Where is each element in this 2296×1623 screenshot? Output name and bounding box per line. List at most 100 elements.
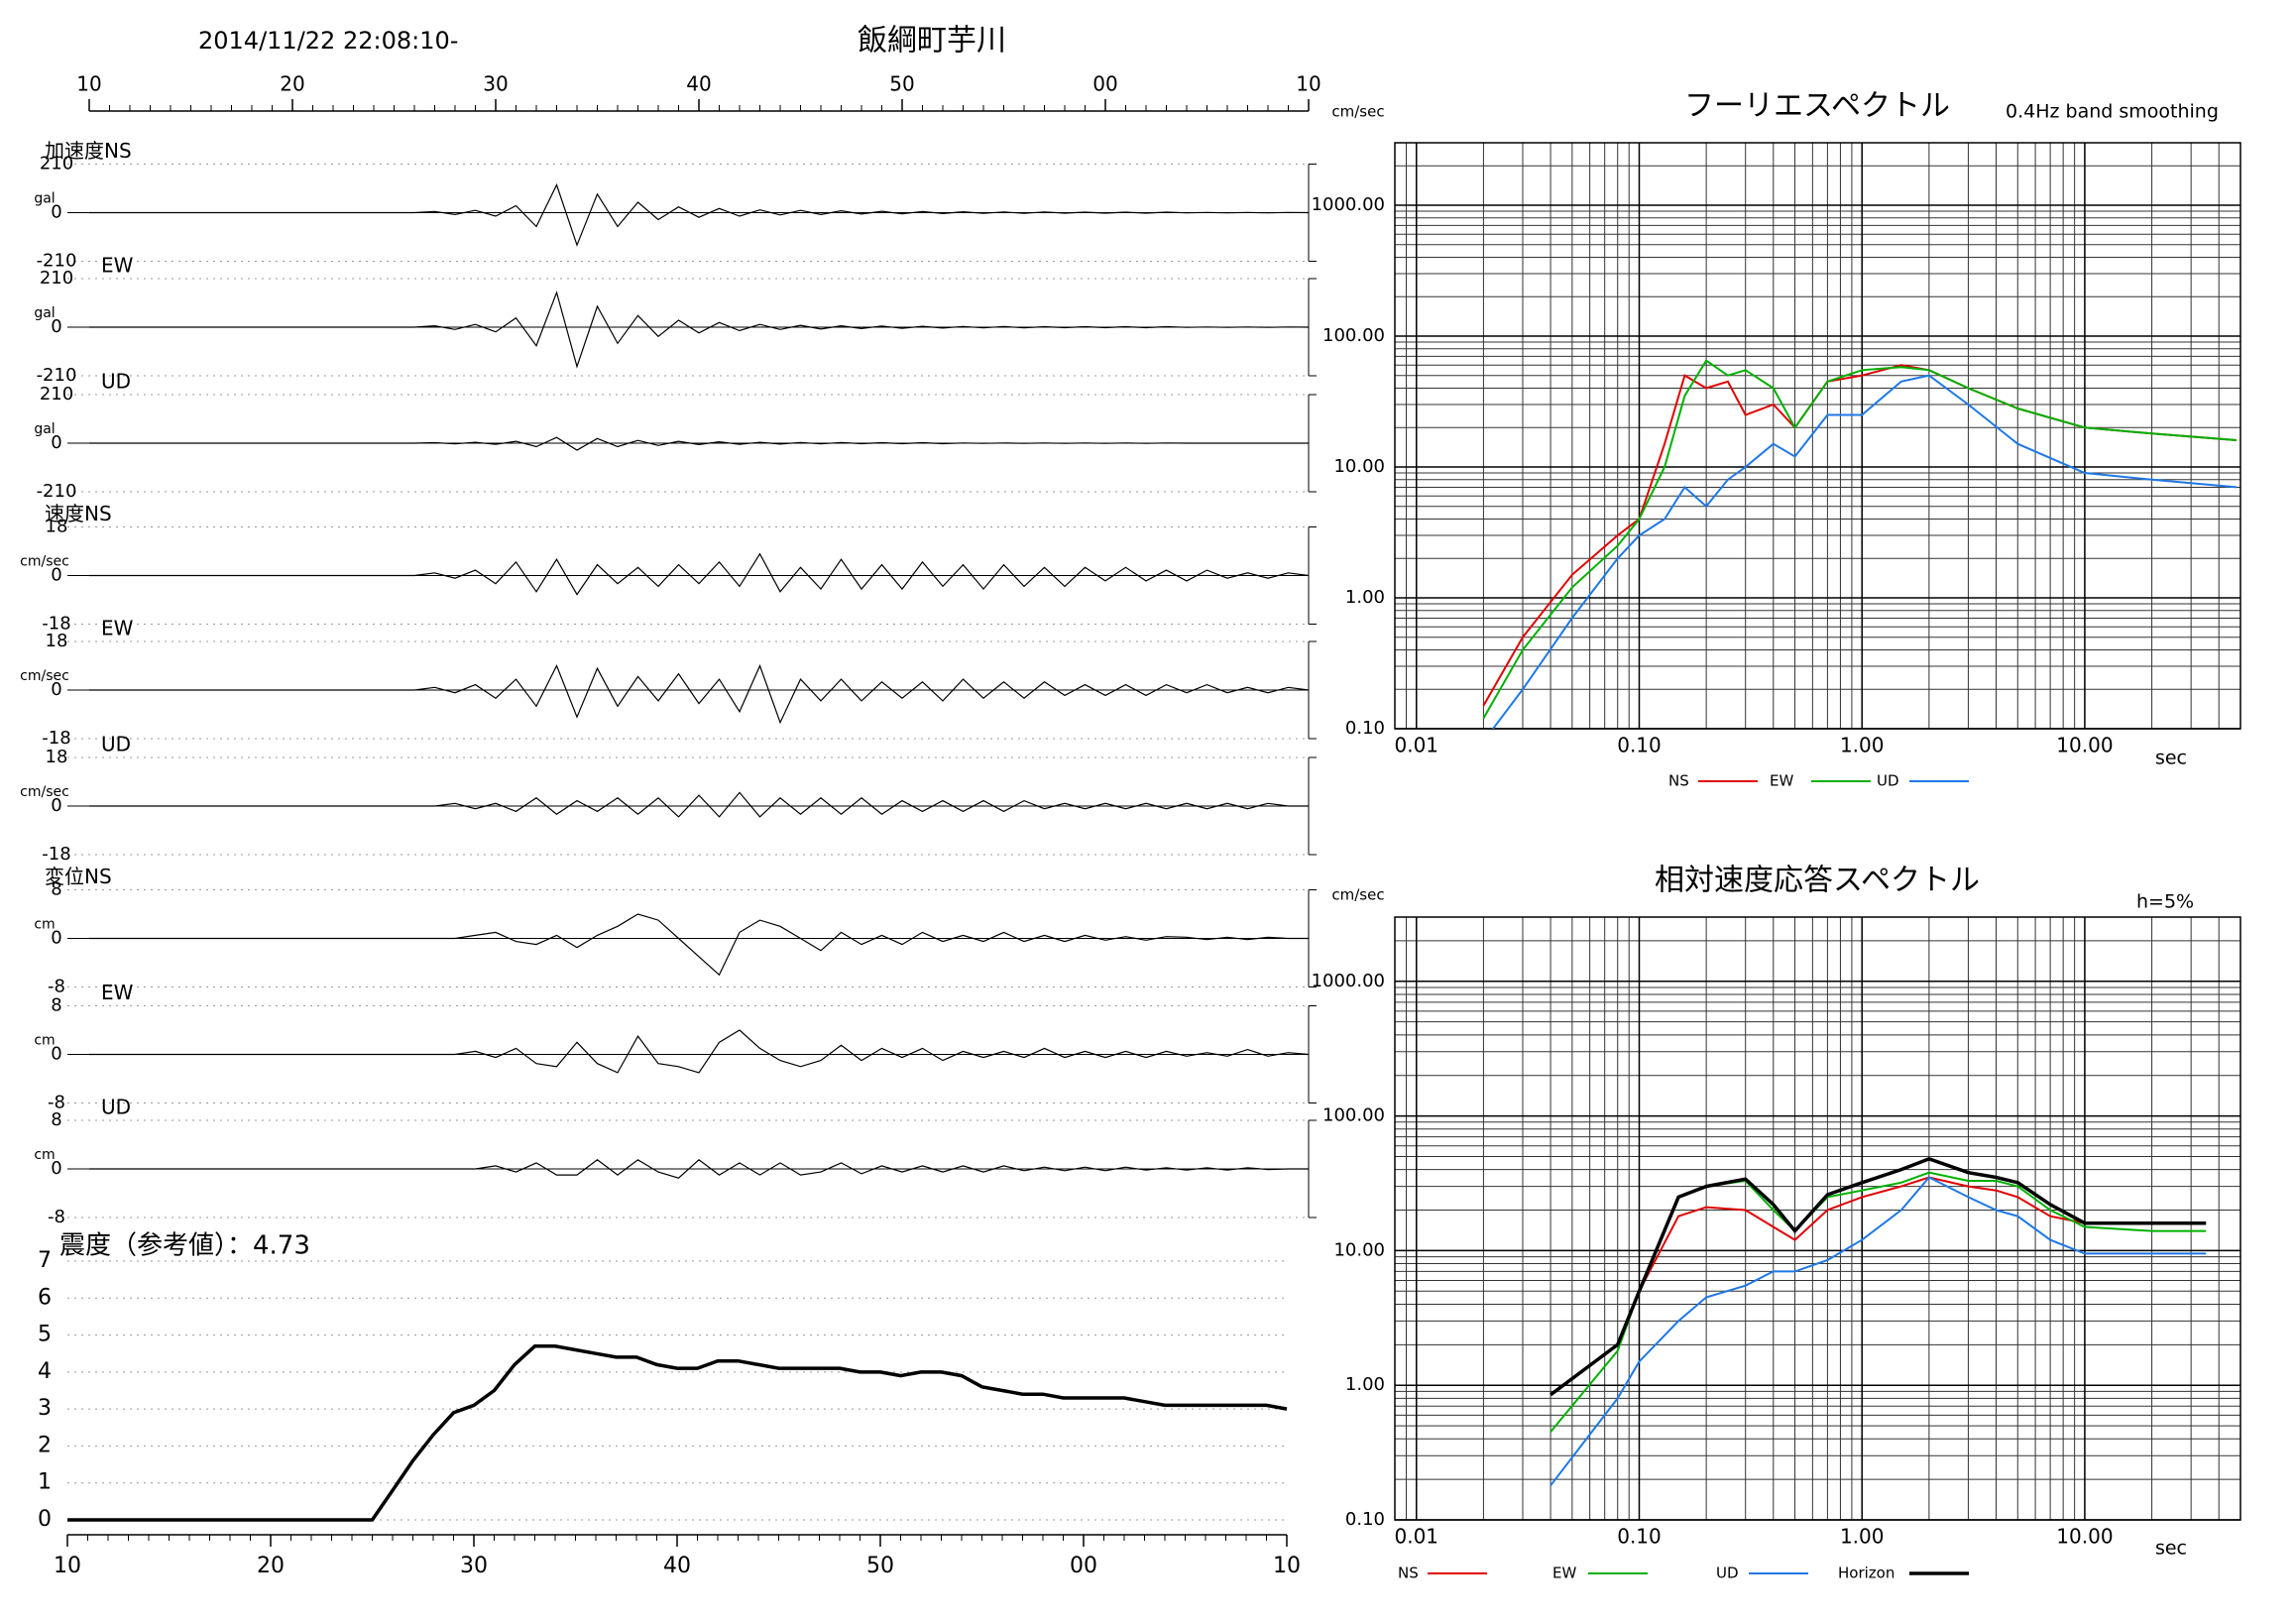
waveform — [89, 552, 1310, 596]
y-tick-label: -18 — [42, 844, 70, 865]
y-tick-label: -210 — [37, 251, 77, 272]
y-tick-label: 210 — [40, 154, 73, 174]
y-tick-label: -8 — [48, 1207, 65, 1227]
data-line — [67, 1344, 1288, 1522]
y-tick-label: 8 — [51, 1109, 61, 1130]
chart-title: 相対速度応答スペクトル — [1655, 864, 1980, 898]
y-tick-label: 10.00 — [1333, 1239, 1385, 1260]
panel-title: 変位NS — [45, 865, 112, 888]
y-tick-label: 0 — [51, 1044, 61, 1065]
y-tick-label: 1.00 — [1345, 587, 1385, 608]
y-tick-label: 210 — [40, 384, 73, 405]
unit-label: cm/sec — [20, 668, 69, 684]
y-tick-label: 8 — [51, 995, 61, 1016]
panel-title: 加速度NS — [45, 139, 132, 163]
y-tick-label: 210 — [40, 268, 73, 289]
unit-label: cm — [34, 1033, 55, 1049]
y-tick-label: 18 — [46, 631, 68, 651]
plot-frame — [1394, 142, 2241, 730]
unit-label: cm — [34, 1147, 55, 1163]
x-tick-label: 10 — [54, 1554, 81, 1578]
y-tick-label: 4 — [38, 1359, 52, 1384]
unit-label: gal — [34, 305, 55, 321]
chart-title: 震度（参考値）：4.73 — [59, 1231, 310, 1261]
chart-subtitle: h=5% — [2136, 891, 2194, 913]
y-tick-label: -210 — [37, 481, 77, 502]
y-tick-label: -18 — [42, 728, 70, 749]
waveform — [89, 1029, 1310, 1074]
y-tick-label: 0.10 — [1345, 1509, 1385, 1530]
x-tick-label: 1.00 — [1840, 734, 1885, 757]
y-tick-label: 1.00 — [1345, 1374, 1385, 1395]
y-tick-label: 0 — [51, 565, 61, 586]
x-tick-label: 00 — [1092, 72, 1117, 96]
plot-frame — [1394, 916, 2241, 1521]
data-line — [1482, 359, 2238, 719]
panel-title: EW — [101, 981, 134, 1004]
y-tick-label: 8 — [51, 879, 61, 900]
x-axis-label: sec — [2155, 1538, 2187, 1560]
legend-label: Horizon — [1838, 1565, 1894, 1582]
y-tick-label: 0 — [38, 1507, 52, 1532]
y-tick-label: -8 — [48, 1093, 65, 1113]
y-tick-label: 18 — [46, 517, 68, 537]
legend-label: EW — [1770, 772, 1793, 790]
y-tick-label: 100.00 — [1322, 325, 1385, 346]
y-tick-label: 2 — [38, 1433, 52, 1457]
panel-title: EW — [101, 254, 134, 278]
unit-label: cm — [34, 917, 55, 933]
panel-title: UD — [101, 370, 131, 394]
legend-label: UD — [1716, 1565, 1739, 1582]
x-tick-label: 30 — [483, 72, 508, 96]
y-tick-label: 1000.00 — [1312, 971, 1385, 991]
x-tick-label: 50 — [889, 72, 914, 96]
panel-title: UD — [101, 733, 131, 756]
data-line — [1550, 1176, 2207, 1486]
y-tick-label: 0 — [51, 928, 61, 949]
x-tick-label: 50 — [866, 1554, 894, 1578]
x-tick-label: 20 — [257, 1554, 285, 1578]
data-line — [1550, 1171, 2207, 1433]
x-tick-label: 10.00 — [2056, 1525, 2113, 1549]
y-tick-label: 1000.00 — [1312, 194, 1385, 215]
legend-label: NS — [1398, 1565, 1419, 1582]
waveform — [89, 663, 1310, 725]
y-tick-label: 5 — [38, 1323, 52, 1347]
x-tick-label: 20 — [280, 72, 304, 96]
x-tick-label: 0.10 — [1617, 734, 1662, 757]
y-tick-label: 100.00 — [1322, 1105, 1385, 1126]
y-tick-label: 10.00 — [1333, 456, 1385, 477]
x-tick-label: 10 — [76, 72, 101, 96]
y-tick-label: -210 — [37, 365, 77, 386]
data-line — [1550, 1157, 2207, 1397]
chart-title: フーリエスペクトル — [1684, 89, 1950, 124]
y-tick-label: 0 — [51, 795, 61, 816]
y-tick-label: 0 — [51, 1158, 61, 1179]
waveform — [89, 913, 1309, 977]
x-tick-label: 30 — [460, 1554, 488, 1578]
y-axis-label: cm/sec — [1331, 886, 1384, 904]
station-name: 飯綱町芋川 — [858, 24, 1006, 58]
legend-label: EW — [1552, 1565, 1576, 1582]
x-tick-label: 10.00 — [2056, 734, 2113, 757]
y-tick-label: 7 — [38, 1248, 52, 1273]
y-tick-label: 0 — [51, 202, 61, 223]
waveform — [89, 1159, 1309, 1179]
data-line — [1491, 374, 2238, 729]
x-tick-label: 0.01 — [1395, 1525, 1439, 1549]
y-tick-label: 0 — [51, 432, 61, 453]
x-tick-label: 0.01 — [1395, 734, 1439, 757]
y-tick-label: -8 — [48, 977, 65, 997]
panel-title: 速度NS — [45, 502, 112, 525]
x-tick-label: 40 — [686, 72, 711, 96]
panel-title: UD — [101, 1096, 131, 1119]
chart-subtitle: 0.4Hz band smoothing — [2006, 101, 2219, 123]
y-tick-label: 6 — [38, 1285, 52, 1310]
x-axis-label: sec — [2155, 748, 2187, 769]
y-tick-label: 1 — [38, 1470, 52, 1495]
x-tick-label: 10 — [1273, 1554, 1301, 1578]
waveform — [89, 290, 1310, 369]
y-tick-label: 0.10 — [1345, 718, 1385, 739]
x-tick-label: 1.00 — [1840, 1525, 1885, 1549]
